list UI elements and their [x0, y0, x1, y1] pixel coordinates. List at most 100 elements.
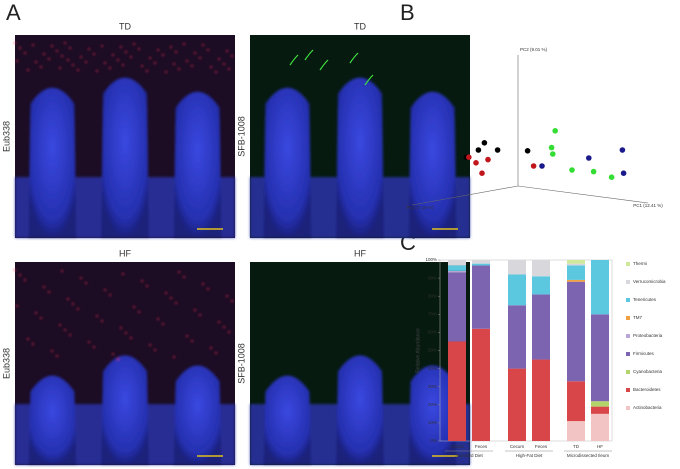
- signal: [39, 316, 43, 320]
- signal: [148, 56, 152, 60]
- villus: [408, 365, 457, 465]
- signal: [145, 69, 149, 73]
- bar-segment: [448, 272, 466, 342]
- point: [466, 154, 472, 160]
- bar-segment: [532, 260, 550, 277]
- signal: [121, 272, 125, 276]
- signal: [63, 41, 67, 45]
- signal: [206, 48, 210, 52]
- signal: [140, 279, 144, 283]
- axis-label: PC2 (9.01 %): [520, 47, 548, 52]
- y-tick-label: 20%: [428, 402, 437, 407]
- y-axis-label: Relative Abundance: [415, 328, 421, 373]
- signal: [50, 349, 54, 353]
- signal: [13, 41, 17, 45]
- point: [620, 170, 627, 176]
- signal: [174, 50, 178, 54]
- signal: [60, 269, 64, 273]
- villus: [28, 87, 77, 238]
- signal: [145, 284, 149, 288]
- legend-label: Firmicutes: [633, 351, 655, 356]
- signal: [201, 43, 205, 47]
- x-tick-label: Feces: [535, 444, 548, 449]
- signal: [161, 322, 165, 326]
- signal: [95, 314, 99, 318]
- villus: [173, 91, 222, 238]
- signal: [227, 330, 231, 334]
- image-title: HF: [354, 248, 366, 258]
- image-label: Eub338: [1, 348, 11, 379]
- signal: [190, 64, 194, 68]
- signal: [108, 293, 112, 297]
- image-label: SFB-1008: [236, 343, 246, 384]
- legend-swatch: [626, 370, 630, 374]
- legend-label: Bacteroidetes: [633, 387, 661, 392]
- signal: [214, 70, 218, 74]
- signal: [58, 66, 62, 70]
- legend-swatch: [626, 406, 630, 410]
- villus: [28, 375, 77, 465]
- legend-label: Verrucomicrobia: [633, 279, 666, 284]
- signal: [137, 47, 141, 51]
- villus: [101, 355, 149, 465]
- point: [619, 147, 626, 153]
- signal: [172, 62, 176, 66]
- signal: [71, 63, 75, 67]
- legend-label: Proteobacteria: [633, 333, 663, 338]
- signal: [214, 351, 218, 355]
- signal: [100, 44, 104, 48]
- signal: [198, 56, 202, 60]
- signal: [76, 68, 80, 72]
- signal: [15, 304, 19, 308]
- signal: [174, 301, 178, 305]
- signal: [66, 297, 70, 301]
- point: [548, 144, 555, 151]
- villus: [336, 77, 384, 238]
- legend-swatch: [626, 316, 630, 320]
- signal: [185, 334, 189, 338]
- y-tick-label: 80%: [428, 293, 437, 298]
- villus: [173, 365, 222, 465]
- tissue: [13, 268, 235, 465]
- signal: [111, 352, 115, 356]
- y-tick-label: 0%: [430, 438, 437, 443]
- signal: [222, 325, 226, 329]
- signal: [42, 52, 46, 56]
- signal: [153, 61, 157, 65]
- bar-chart: 0% 10% 20% 30% 40% 50% 60% 70% 80% 90% 100% Relativ…: [415, 257, 666, 458]
- signal: [47, 290, 51, 294]
- group-label: Standard Diet: [455, 453, 483, 458]
- signal: [13, 268, 17, 272]
- point: [539, 163, 545, 169]
- signal: [34, 311, 38, 315]
- image-label: SFB-1008: [236, 116, 246, 157]
- signal: [87, 47, 91, 51]
- signal: [230, 54, 234, 58]
- signal: [47, 57, 51, 61]
- signal: [79, 55, 83, 59]
- legend-swatch: [626, 298, 630, 302]
- bar-segment: [567, 381, 585, 422]
- bar-segment: [448, 270, 466, 273]
- image-label: Eub338: [1, 121, 11, 152]
- signal: [15, 59, 19, 63]
- signal: [217, 320, 221, 324]
- signal: [119, 45, 123, 49]
- y-tick-label: 70%: [428, 311, 437, 316]
- bar-segment: [508, 260, 526, 275]
- filament: [364, 74, 374, 86]
- signal: [124, 331, 128, 335]
- signal: [108, 66, 112, 70]
- bar-segment: [567, 421, 585, 441]
- signal: [156, 317, 160, 321]
- signal: [153, 348, 157, 352]
- signal: [185, 59, 189, 63]
- signal: [31, 43, 35, 47]
- signal: [116, 357, 120, 361]
- signal: [50, 44, 54, 48]
- signal: [227, 67, 231, 71]
- legend-swatch: [626, 388, 630, 392]
- legend-swatch: [626, 352, 630, 356]
- signal: [92, 52, 96, 56]
- y-tick-label: 40%: [428, 366, 437, 371]
